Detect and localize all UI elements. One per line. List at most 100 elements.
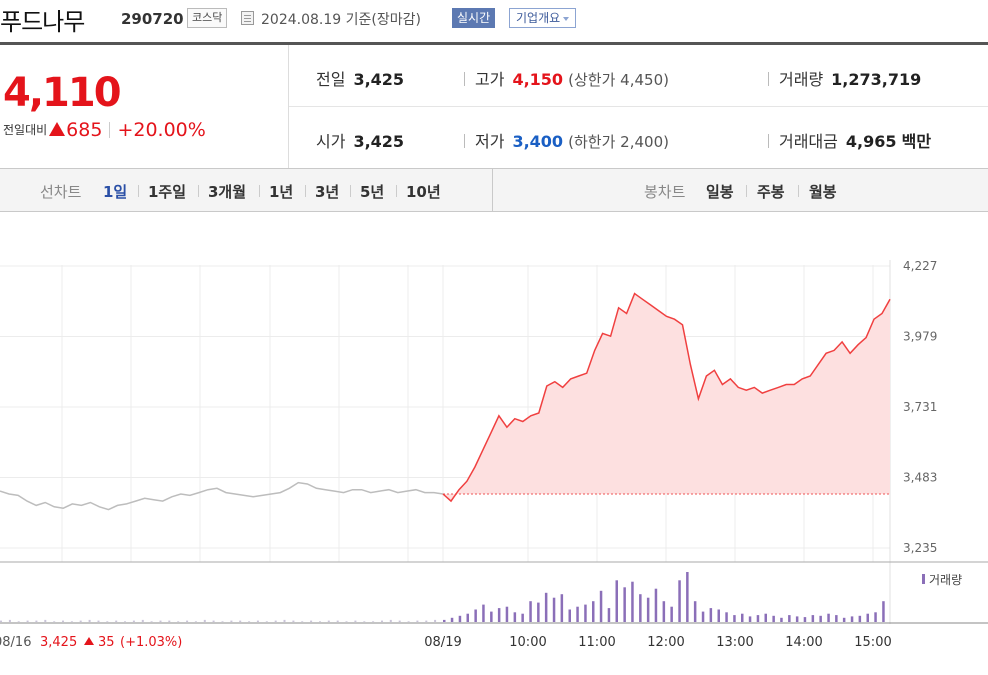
tab-monthly[interactable]: 월봉 bbox=[809, 183, 837, 201]
volume-bar-prev bbox=[434, 619, 437, 622]
volume-bar-prev bbox=[398, 620, 401, 622]
volume-bar bbox=[592, 601, 595, 622]
volume-bar bbox=[882, 601, 885, 622]
divider bbox=[746, 185, 747, 197]
volume-bar bbox=[646, 597, 650, 622]
volume-bar-prev bbox=[292, 620, 295, 622]
prev-day-date-label: 08/16 bbox=[0, 635, 31, 650]
divider bbox=[305, 185, 306, 197]
volume-bar-prev bbox=[88, 619, 91, 622]
y-tick-label: 3,731 bbox=[903, 400, 937, 414]
high-label: 고가 bbox=[475, 70, 505, 89]
tab-1day[interactable]: 1일 bbox=[103, 183, 128, 201]
today-price-line bbox=[442, 292, 891, 503]
high-cell: 고가 4,150 (상한가 4,450) bbox=[464, 66, 669, 90]
prev-day-pct-label: (+1.03%) bbox=[120, 635, 182, 650]
divider bbox=[138, 185, 139, 197]
volume-bar bbox=[474, 609, 477, 622]
volume-bar-prev bbox=[115, 620, 118, 622]
high-value: 4,150 bbox=[512, 70, 564, 89]
change-percent: +20.00% bbox=[117, 119, 206, 141]
volume-bar bbox=[497, 608, 501, 622]
volume-bar-prev bbox=[17, 621, 20, 622]
tab-3month[interactable]: 3개월 bbox=[208, 183, 247, 201]
stats-row: 시가 3,425 저가 3,400 (하한가 2,400) 거래대금 4,965 백만 bbox=[289, 107, 988, 168]
stock-name: 푸드나무 bbox=[0, 8, 85, 36]
volume-bar bbox=[513, 612, 517, 622]
x-tick-label: 11:00 bbox=[578, 635, 615, 650]
chart-tab-bar: 선차트 1일 1주일 3개월 1년 3년 5년 10년 봉차트 일봉 주봉 월봉 bbox=[0, 168, 988, 212]
volume-bar-prev bbox=[319, 621, 321, 622]
volume-bar-prev bbox=[363, 621, 366, 622]
prev-day-change-label: 35 bbox=[98, 635, 115, 650]
volume-bar bbox=[544, 592, 548, 622]
volume-bar bbox=[599, 590, 603, 623]
volume-bar bbox=[639, 594, 642, 622]
volume-bar bbox=[623, 587, 626, 622]
volume-bar-prev bbox=[132, 620, 135, 622]
prev-close-value: 3,425 bbox=[353, 70, 405, 89]
stock-header: 푸드나무 290720 코스닥 2024.08.19 기준(장마감) 실시간 기… bbox=[0, 0, 988, 42]
volume-bar-prev bbox=[8, 619, 11, 622]
x-tick-label: 14:00 bbox=[785, 635, 822, 650]
amount-label: 거래대금 bbox=[779, 132, 838, 151]
volume-bar-prev bbox=[0, 620, 2, 622]
volume-bar-prev bbox=[407, 621, 410, 622]
prev-day-price-label: 3,425 bbox=[40, 635, 77, 650]
volume-bar bbox=[866, 613, 869, 622]
stats-row: 전일 3,425 고가 4,150 (상한가 4,450) 거래량 1,273,719 bbox=[289, 45, 988, 107]
volume-bar-prev bbox=[354, 620, 357, 622]
tab-1week[interactable]: 1주일 bbox=[148, 183, 187, 201]
base-date: 2024.08.19 기준(장마감) bbox=[261, 12, 421, 28]
tab-weekly[interactable]: 주봉 bbox=[757, 183, 785, 201]
volume-bar bbox=[756, 615, 760, 622]
upper-limit: (상한가 4,450) bbox=[568, 71, 669, 89]
volume-bar-prev bbox=[327, 620, 330, 622]
volume-bar bbox=[835, 615, 838, 622]
y-tick-label: 3,235 bbox=[903, 541, 937, 555]
volume-bar-prev bbox=[283, 619, 286, 622]
price-panel: 4,110 전일대비 685 +20.00% bbox=[0, 45, 289, 168]
volume-bar-prev bbox=[124, 621, 126, 622]
volume-label: 거래량 bbox=[779, 70, 824, 89]
prev-close-cell: 전일 3,425 bbox=[316, 66, 404, 90]
volume-bar bbox=[568, 609, 571, 622]
volume-bar bbox=[741, 613, 744, 622]
volume-legend-swatch bbox=[922, 574, 925, 584]
volume-bar bbox=[803, 617, 807, 622]
company-overview-button[interactable]: 기업개요 bbox=[509, 8, 577, 28]
realtime-button[interactable]: 실시간 bbox=[452, 8, 496, 28]
divider bbox=[396, 185, 397, 197]
volume-bar-prev bbox=[141, 619, 144, 622]
candle-chart-label: 봉차트 bbox=[644, 183, 686, 201]
tab-daily[interactable]: 일봉 bbox=[706, 183, 734, 201]
volume-bar bbox=[662, 601, 666, 622]
tab-3year[interactable]: 3년 bbox=[315, 183, 340, 201]
divider bbox=[350, 185, 351, 197]
volume-bar-prev bbox=[203, 619, 206, 622]
volume-bar bbox=[631, 581, 634, 622]
tab-10year[interactable]: 10년 bbox=[406, 183, 441, 201]
x-tick-label: 12:00 bbox=[647, 635, 684, 650]
x-tick-label: 10:00 bbox=[509, 635, 546, 650]
volume-bar-prev bbox=[62, 620, 64, 622]
volume-bar bbox=[443, 619, 446, 622]
volume-bar bbox=[654, 588, 658, 622]
volume-bar bbox=[874, 612, 877, 622]
divider bbox=[198, 185, 199, 197]
market-badge: 코스닥 bbox=[187, 8, 228, 28]
tab-5year[interactable]: 5년 bbox=[360, 183, 385, 201]
y-tick-label: 3,483 bbox=[903, 471, 937, 485]
tab-group-divider bbox=[492, 169, 493, 211]
tab-1year[interactable]: 1년 bbox=[269, 183, 294, 201]
volume-bar bbox=[560, 594, 564, 622]
volume-bar-prev bbox=[389, 619, 392, 622]
open-label: 시가 bbox=[316, 132, 346, 151]
x-tick-label: 08/19 bbox=[424, 635, 461, 650]
divider bbox=[464, 134, 465, 148]
stock-code: 290720 bbox=[121, 10, 184, 28]
volume-bar bbox=[780, 617, 783, 622]
volume-bar-prev bbox=[159, 620, 162, 622]
volume-bar-prev bbox=[26, 620, 29, 622]
volume-bar bbox=[693, 601, 697, 622]
